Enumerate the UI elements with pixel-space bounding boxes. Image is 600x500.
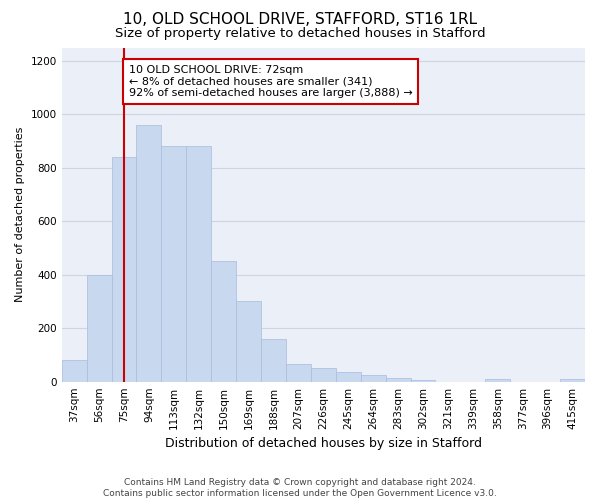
Y-axis label: Number of detached properties: Number of detached properties	[15, 127, 25, 302]
Bar	[485, 379, 510, 382]
Bar	[211, 262, 236, 382]
Bar	[386, 378, 410, 382]
Bar	[112, 157, 136, 382]
Bar	[361, 375, 386, 382]
X-axis label: Distribution of detached houses by size in Stafford: Distribution of detached houses by size …	[165, 437, 482, 450]
Bar	[311, 368, 336, 382]
Bar	[261, 339, 286, 382]
Text: Size of property relative to detached houses in Stafford: Size of property relative to detached ho…	[115, 28, 485, 40]
Bar	[236, 302, 261, 382]
Text: Contains HM Land Registry data © Crown copyright and database right 2024.
Contai: Contains HM Land Registry data © Crown c…	[103, 478, 497, 498]
Bar	[161, 146, 186, 382]
Bar	[186, 146, 211, 382]
Bar	[560, 379, 585, 382]
Bar	[86, 274, 112, 382]
Text: 10, OLD SCHOOL DRIVE, STAFFORD, ST16 1RL: 10, OLD SCHOOL DRIVE, STAFFORD, ST16 1RL	[123, 12, 477, 28]
Bar	[286, 364, 311, 382]
Bar	[62, 360, 86, 382]
Bar	[410, 380, 436, 382]
Bar	[336, 372, 361, 382]
Text: 10 OLD SCHOOL DRIVE: 72sqm
← 8% of detached houses are smaller (341)
92% of semi: 10 OLD SCHOOL DRIVE: 72sqm ← 8% of detac…	[129, 65, 413, 98]
Bar	[136, 125, 161, 382]
